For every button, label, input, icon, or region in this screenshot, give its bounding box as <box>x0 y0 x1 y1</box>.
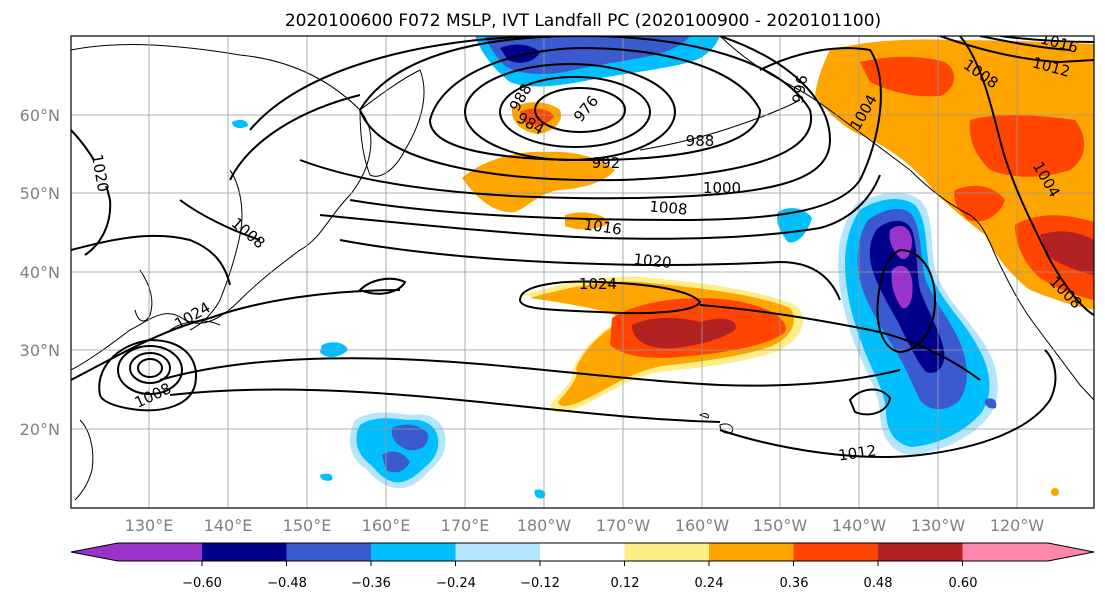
lon-label: 160°E <box>362 516 411 535</box>
colorbar-tick-label: 0.12 <box>611 576 640 591</box>
colorbar-segment <box>202 543 287 561</box>
colorbar-segment <box>540 543 625 561</box>
map-border <box>70 35 1095 509</box>
lon-label: 130°E <box>125 516 174 535</box>
colorbar-segment <box>286 543 371 561</box>
colorbar-segment <box>371 543 456 561</box>
lat-label: 40°N <box>20 263 60 282</box>
map-title: 2020100600 F072 MSLP, IVT Landfall PC (2… <box>285 11 881 31</box>
contour-label: 992 <box>592 154 621 172</box>
colorbar-tick-label: 0.48 <box>864 576 893 591</box>
lat-label: 30°N <box>20 341 60 360</box>
lon-label: 160°W <box>675 516 730 535</box>
lon-label: 180°W <box>517 516 572 535</box>
colorbar-segment <box>455 543 540 561</box>
contour-label: 988 <box>686 132 715 150</box>
colorbar-segment <box>71 543 202 561</box>
colorbar-segment <box>878 543 963 561</box>
lon-label: 140°W <box>832 516 887 535</box>
colorbar-segment <box>709 543 794 561</box>
colorbar <box>70 542 1095 566</box>
colorbar-tick-label: −0.48 <box>267 576 307 591</box>
lon-label: 170°E <box>441 516 490 535</box>
colorbar-tick-label: 0.36 <box>780 576 809 591</box>
mslp-contours <box>71 36 1094 459</box>
contour-label: 1008 <box>649 197 689 218</box>
lon-label: 150°E <box>283 516 332 535</box>
lon-label: 170°W <box>596 516 651 535</box>
lon-label: 120°W <box>990 516 1045 535</box>
latitude-labels: 60°N 50°N 40°N 30°N 20°N <box>20 106 60 439</box>
colorbar-segment <box>793 543 878 561</box>
colorbar-tick-label: −0.24 <box>436 576 476 591</box>
colorbar-tick-labels: −0.60 −0.48 −0.36 −0.24 −0.12 0.12 0.24 … <box>182 576 977 591</box>
colorbar-outline <box>70 542 1095 562</box>
ivt-positive-regions <box>462 39 1094 496</box>
contour-label: 1012 <box>837 441 877 464</box>
contour-label: 1000 <box>703 179 741 197</box>
lat-label: 60°N <box>20 106 60 125</box>
coastlines <box>71 36 1094 501</box>
lat-label: 20°N <box>20 420 60 439</box>
colorbar-segment <box>624 543 709 561</box>
lon-label: 140°E <box>204 516 253 535</box>
longitude-labels: 130°E 140°E 150°E 160°E 170°E 180°W 170°… <box>125 516 1045 535</box>
contour-label: 996 <box>789 73 812 104</box>
lat-label: 50°N <box>20 184 60 203</box>
colorbar-segment <box>962 543 1094 561</box>
colorbar-tick-label: 0.24 <box>695 576 724 591</box>
lon-label: 130°W <box>911 516 966 535</box>
colorbar-tick-label: 0.60 <box>949 576 978 591</box>
colorbar-tick-label: −0.12 <box>520 576 560 591</box>
contour-label: 1016 <box>583 215 623 238</box>
colorbar-tick-label: −0.60 <box>182 576 222 591</box>
contour-label: 1020 <box>633 250 673 272</box>
contour-label: 1024 <box>579 275 617 293</box>
lon-label: 150°W <box>753 516 808 535</box>
colorbar-tick-label: −0.36 <box>351 576 391 591</box>
